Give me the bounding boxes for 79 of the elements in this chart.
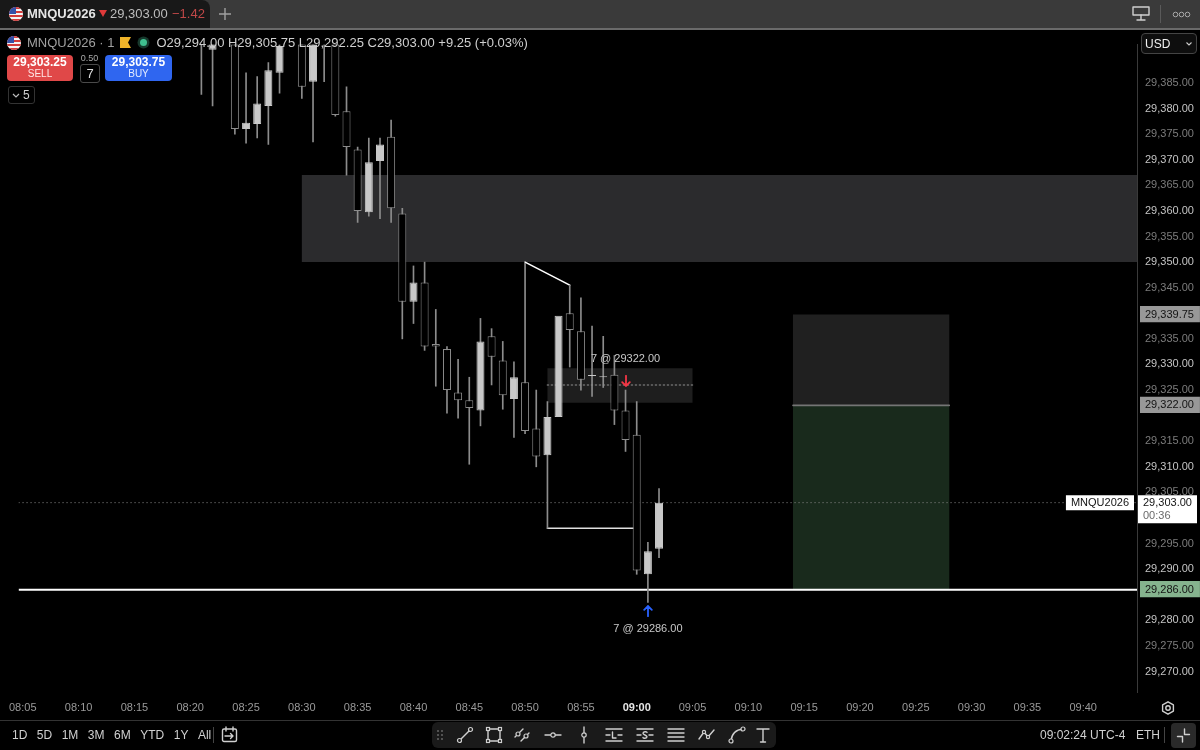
y-tick-label: 29,295.00 xyxy=(1145,536,1194,549)
y-tick-label: 29,275.00 xyxy=(1145,638,1194,651)
annotation: 29,303.25 xyxy=(12,55,68,69)
text: ETH xyxy=(1136,728,1160,742)
candlestick xyxy=(465,376,474,465)
chart-subtitle: O29,294.00 H29,305.75 L29,292.25 C29,303.00 +9.25 (+0.03%) xyxy=(156,35,528,50)
text: 6M xyxy=(114,728,131,742)
y-tick-label: 29,315.00 xyxy=(1145,434,1194,447)
annotation: 5 xyxy=(23,88,30,102)
y-tick-label: 29,270.00 xyxy=(1145,664,1194,677)
x-tick-label: 08:15 xyxy=(120,700,149,713)
annotation: SELL xyxy=(26,68,54,80)
y-tick-label: 29,355.00 xyxy=(1145,229,1194,242)
text: 3M xyxy=(87,728,105,742)
y-tick-label: 29,380.00 xyxy=(1145,101,1194,114)
candlestick xyxy=(376,137,385,219)
annotation: 7 @ 29286.00 xyxy=(613,622,683,635)
x-tick-label: 09:05 xyxy=(678,700,707,713)
collapse-toggle: 5 xyxy=(8,86,35,104)
y-tick-label: 29,345.00 xyxy=(1145,280,1194,293)
x-tick-label: 09:35 xyxy=(1013,700,1042,713)
sell-button: 29,303.25 SELL xyxy=(7,55,73,81)
ref-line-label: 29,303.00 00:36 xyxy=(1143,495,1192,521)
chart-title: MNQU2026 · 1 xyxy=(27,35,115,50)
x-tick-label: 08:35 xyxy=(343,700,372,713)
candlestick xyxy=(588,325,597,397)
y-tick-label: 29,360.00 xyxy=(1145,203,1194,216)
text: 1M xyxy=(61,728,79,742)
annotation: BUY xyxy=(127,68,150,80)
y-tick-label: 29,305.00 xyxy=(1145,485,1194,498)
y-tick-label: 29,335.00 xyxy=(1145,331,1194,344)
y-tick-label: 29,375.00 xyxy=(1145,127,1194,140)
text: All xyxy=(197,728,212,742)
text: YTD xyxy=(140,728,165,742)
text: 1Y xyxy=(173,728,189,742)
x-tick-label: 08:10 xyxy=(64,700,93,713)
y-tick-label: 29,280.00 xyxy=(1145,613,1194,626)
x-tick-label: 08:25 xyxy=(232,700,260,713)
y-tick-label: 29,322.00 xyxy=(1145,398,1194,411)
x-tick-label: 08:40 xyxy=(399,700,428,713)
x-tick-label: 08:20 xyxy=(176,700,204,713)
x-tick-label: 08:50 xyxy=(511,700,539,713)
x-tick-label: 09:20 xyxy=(846,700,874,713)
candlestick xyxy=(565,284,574,368)
annotation: 0.50 xyxy=(80,53,99,63)
y-tick-label: 29,339.75 xyxy=(1145,307,1194,320)
y-tick-label: 29,385.00 xyxy=(1145,76,1194,89)
y-tick-label: 29,310.00 xyxy=(1145,459,1194,472)
x-tick-label: 08:55 xyxy=(567,700,595,713)
quantity-field: 7 xyxy=(80,64,100,83)
y-tick-label: 29,370.00 xyxy=(1145,152,1194,165)
text: 1D xyxy=(12,728,28,742)
currency-dropdown: USD xyxy=(1141,33,1197,54)
x-tick-label: 08:45 xyxy=(455,700,484,713)
text: −1.42 xyxy=(172,6,205,21)
y-tick-label: 29,330.00 xyxy=(1145,357,1194,370)
x-tick-label: 09:40 xyxy=(1069,700,1097,713)
x-tick-label: 09:15 xyxy=(790,700,818,713)
y-tick-label: 29,286.00 xyxy=(1145,582,1194,595)
text: 5D xyxy=(36,728,53,742)
text: 09:02:24 UTC-4 xyxy=(1040,728,1126,742)
text: 29,303.00 xyxy=(110,6,168,21)
y-tick-label: 29,350.00 xyxy=(1145,255,1194,268)
x-tick-label: 09:10 xyxy=(734,700,763,713)
text: MNQU2026 xyxy=(27,6,96,21)
candlestick xyxy=(431,309,440,387)
buy-button: 29,303.75 BUY xyxy=(105,55,172,81)
x-tick-label: 09:30 xyxy=(957,700,986,713)
annotation: 29,303.75 xyxy=(110,55,167,69)
x-tick-label: 09:00 xyxy=(622,700,651,713)
annotation: MNQU2026 xyxy=(1070,495,1129,508)
x-tick-label: 08:30 xyxy=(288,700,316,713)
x-tick-label: 09:25 xyxy=(902,700,930,713)
candlestick xyxy=(554,315,563,417)
y-tick-label: 29,290.00 xyxy=(1145,562,1194,575)
x-tick-label: 08:05 xyxy=(9,700,37,713)
y-tick-label: 29,325.00 xyxy=(1145,383,1194,396)
y-tick-label: 29,365.00 xyxy=(1145,178,1194,191)
candlestick xyxy=(242,72,251,144)
